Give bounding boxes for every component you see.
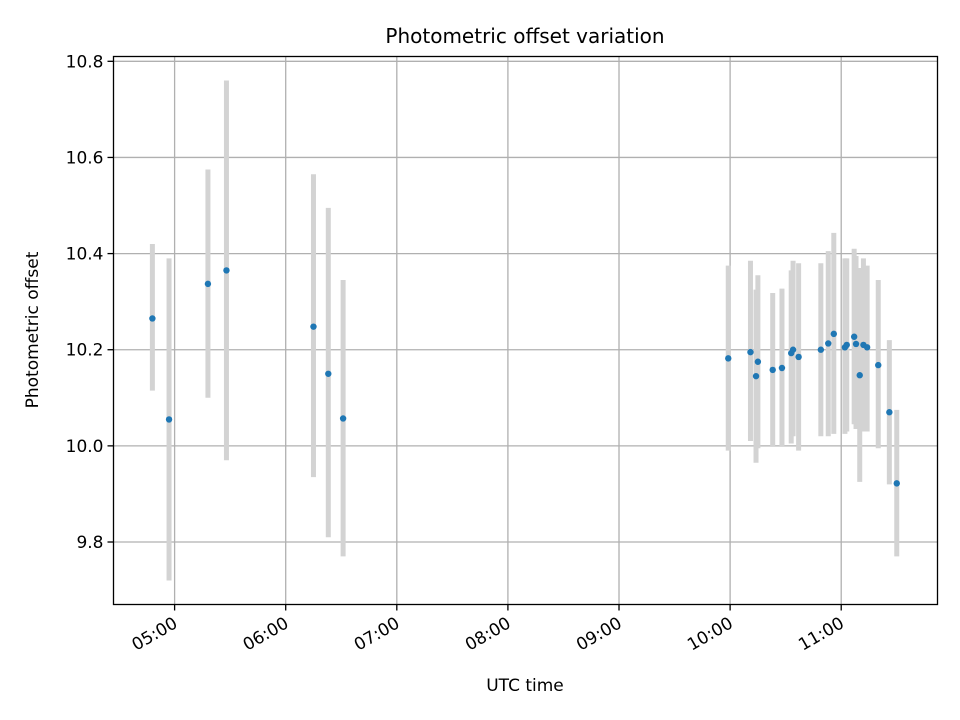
data-point bbox=[223, 267, 230, 274]
data-point bbox=[893, 480, 900, 487]
y-tick-label: 10.6 bbox=[66, 148, 104, 168]
data-point bbox=[825, 340, 832, 347]
y-tick-label: 10.2 bbox=[66, 341, 104, 361]
y-tick-label: 10.8 bbox=[66, 52, 104, 72]
data-point bbox=[875, 361, 882, 369]
data-point bbox=[843, 341, 850, 349]
data-point bbox=[325, 370, 332, 377]
data-point bbox=[310, 323, 317, 330]
data-point bbox=[795, 353, 802, 361]
data-point bbox=[778, 364, 786, 372]
data-point bbox=[789, 346, 797, 353]
data-point bbox=[747, 348, 754, 356]
y-tick-label: 10.0 bbox=[66, 437, 104, 457]
data-point bbox=[850, 333, 858, 340]
data-point bbox=[204, 280, 212, 288]
data-point bbox=[752, 372, 760, 380]
chart-title: Photometric offset variation bbox=[385, 24, 664, 48]
data-point bbox=[149, 315, 156, 322]
data-point bbox=[856, 372, 863, 379]
data-point bbox=[165, 416, 173, 423]
data-point bbox=[852, 340, 860, 348]
y-axis: 9.8 10.0 10.2 10.4 10.6 10.8 bbox=[66, 52, 114, 553]
data-point bbox=[769, 366, 776, 374]
y-axis-label: Photometric offset bbox=[23, 251, 43, 408]
data-point bbox=[886, 409, 893, 416]
data-point bbox=[725, 355, 732, 362]
data-point bbox=[754, 358, 762, 365]
data-point bbox=[830, 330, 838, 338]
data-point bbox=[339, 415, 347, 422]
y-tick-label: 10.4 bbox=[66, 245, 104, 265]
x-axis-label: UTC time bbox=[486, 676, 564, 696]
data-point bbox=[817, 346, 825, 353]
plot-frame bbox=[112, 55, 939, 606]
y-tick-label: 9.8 bbox=[76, 533, 103, 553]
data-points bbox=[149, 267, 900, 487]
data-point bbox=[863, 344, 871, 351]
